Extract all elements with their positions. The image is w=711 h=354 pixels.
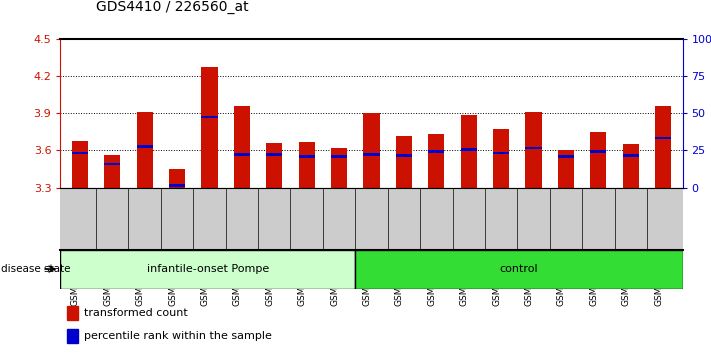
- Text: percentile rank within the sample: percentile rank within the sample: [84, 331, 272, 341]
- Bar: [428, 134, 444, 188]
- Bar: [234, 106, 250, 188]
- Bar: [525, 112, 542, 188]
- Bar: [201, 67, 218, 188]
- Bar: [105, 155, 120, 188]
- Bar: [169, 169, 185, 188]
- Bar: [396, 136, 412, 188]
- Bar: [363, 113, 380, 188]
- Bar: [299, 142, 315, 188]
- Bar: [558, 155, 574, 158]
- Bar: [331, 155, 347, 158]
- Bar: [655, 106, 671, 188]
- Bar: [72, 152, 88, 154]
- Bar: [461, 114, 477, 188]
- Bar: [67, 330, 78, 343]
- Text: transformed count: transformed count: [84, 308, 188, 318]
- Bar: [493, 129, 509, 188]
- Bar: [67, 307, 78, 320]
- Bar: [60, 250, 355, 289]
- Bar: [493, 152, 509, 154]
- Bar: [363, 153, 380, 155]
- Bar: [266, 143, 282, 188]
- Bar: [525, 147, 542, 149]
- Bar: [331, 148, 347, 188]
- Bar: [234, 153, 250, 155]
- Bar: [623, 144, 638, 188]
- Bar: [590, 150, 606, 153]
- Bar: [299, 155, 315, 158]
- Text: infantile-onset Pompe: infantile-onset Pompe: [146, 264, 269, 274]
- Bar: [137, 112, 153, 188]
- Bar: [461, 148, 477, 150]
- Bar: [355, 250, 683, 289]
- Text: control: control: [500, 264, 538, 274]
- Bar: [105, 163, 120, 165]
- Bar: [590, 132, 606, 188]
- Text: disease state: disease state: [1, 264, 70, 274]
- Bar: [655, 137, 671, 139]
- Text: GDS4410 / 226560_at: GDS4410 / 226560_at: [96, 0, 249, 14]
- Bar: [266, 153, 282, 155]
- Bar: [558, 150, 574, 188]
- Bar: [72, 141, 88, 188]
- Bar: [428, 150, 444, 153]
- Bar: [623, 154, 638, 157]
- Bar: [137, 145, 153, 148]
- Bar: [169, 184, 185, 187]
- Bar: [396, 154, 412, 157]
- Bar: [201, 116, 218, 118]
